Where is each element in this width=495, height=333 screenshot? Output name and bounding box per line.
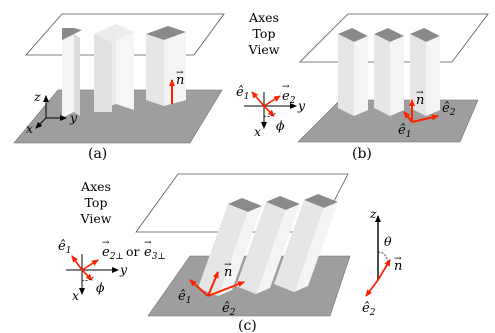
- panel-b-inset-e2-vector: [263, 95, 281, 107]
- panel-c-normal-label: n: [224, 265, 232, 280]
- panel-b-pillar-2: [374, 28, 404, 116]
- panel-a-x-axis: [35, 117, 47, 129]
- panel-a-pillar-1: [62, 28, 82, 118]
- panel-a-z-label: z: [33, 89, 41, 104]
- panel-b-pillar-1: [338, 28, 368, 116]
- panel-b-inset-title-3: View: [248, 42, 280, 57]
- panel-b-normal-label: n: [416, 93, 424, 108]
- panel-c-side-theta-arc: [377, 251, 389, 263]
- panel-b-inset-y-label: y: [297, 98, 306, 113]
- panel-b-inset-phi-label: ϕ: [276, 118, 285, 133]
- panel-b-caption: (b): [352, 146, 372, 162]
- panel-c-side-n-arrow-mark: →: [394, 254, 402, 264]
- panel-b-inset-e2-label: e2: [282, 89, 296, 106]
- panel-b-pillar-3: [410, 28, 440, 116]
- panel-c-normal-vector: [207, 271, 219, 297]
- panel-b-e2-label: ê2: [442, 101, 456, 118]
- panel-c-inset-y-label: y: [119, 262, 128, 277]
- panel-c-normal-arrow-mark: →: [224, 260, 232, 270]
- panel-b-e2-vector: [411, 114, 439, 123]
- panel-b-inset-x-label: x: [254, 124, 261, 139]
- panel-c-e1-vector: [189, 279, 209, 297]
- panel-c-inset-n-vector: [81, 269, 93, 281]
- panel-c-inset-e2-vector: [81, 259, 99, 271]
- panel-c-inset-e2perp-label: e2⊥: [102, 245, 124, 262]
- panel-c-inset-title-3: View: [80, 211, 112, 226]
- panel-c-inset-e1-label: ê1: [58, 239, 71, 256]
- panel-c-inset-e1-vector: [71, 255, 83, 271]
- panel-c-caption: (c): [238, 318, 257, 333]
- panel-b-normal-arrow-mark: →: [416, 88, 424, 98]
- panel-b-inset-e1-label: ê1: [236, 85, 249, 102]
- panel-c-side-n-vector: [377, 259, 391, 281]
- panel-c-inset-e3perp-arrow-mark: →: [144, 238, 152, 248]
- panel-c-e1-label: ê1: [178, 289, 191, 306]
- panel-a: n → z y x (a): [13, 13, 225, 162]
- panel-a-normal-arrow-mark: →: [176, 68, 184, 78]
- panel-c-inset-or-text: or: [126, 244, 140, 259]
- panel-b-inset-n-vector: [263, 105, 275, 117]
- panel-c-side-n-label: n: [394, 259, 402, 274]
- panel-c-inset-title-1: Axes: [80, 179, 111, 194]
- panel-c-e2-vector: [207, 281, 245, 297]
- panel-a-y-label: y: [69, 110, 78, 125]
- panel-a-top-plane: [25, 13, 225, 56]
- panel-a-pillar-2: [94, 24, 134, 112]
- panel-c-side-e2-label: ê2: [362, 301, 376, 318]
- panel-b-inset-title-2: Top: [253, 26, 276, 41]
- panel-c: Axes Top View ê1 e2⊥ → or e3⊥ → y x ϕ: [58, 173, 402, 333]
- panel-c-pillar-1: [198, 198, 262, 296]
- panel-b-top-plane: [299, 13, 489, 63]
- panel-b-inset-e2-arrow-mark: →: [282, 82, 290, 92]
- panel-b-e1-label: ê1: [398, 123, 411, 140]
- panel-c-side-z-label: z: [369, 206, 377, 221]
- panel-c-inset-e2perp-arrow-mark: →: [102, 238, 110, 248]
- panel-b-e1-vector: [403, 111, 413, 123]
- panel-c-pillar-2: [236, 196, 300, 294]
- panel-c-inset-title-2: Top: [85, 195, 108, 210]
- panel-c-pillar-3: [274, 194, 338, 292]
- panel-b-inset-phi-arc: [263, 111, 277, 117]
- panel-a-pillar-3: [146, 26, 186, 106]
- panel-c-inset-phi-label: ϕ: [96, 280, 105, 295]
- panel-b: Axes Top View ê1 e2 → y x ϕ: [236, 10, 489, 162]
- panel-b-inset-e1-vector: [251, 91, 265, 107]
- panel-c-side-e2-vector: [365, 279, 379, 297]
- panel-b-inset-title-1: Axes: [248, 10, 279, 25]
- panel-a-x-label: x: [26, 121, 33, 136]
- panel-a-normal-label: n: [176, 73, 184, 88]
- panel-c-inset-e3perp-label: e3⊥: [144, 245, 166, 262]
- panel-c-inset-phi-arc: [81, 275, 95, 281]
- panel-c-e2-label: ê2: [222, 301, 236, 318]
- panel-c-inset-x-label: x: [72, 288, 79, 303]
- panel-c-side-theta-label: θ: [384, 234, 392, 249]
- panel-a-caption: (a): [88, 146, 107, 162]
